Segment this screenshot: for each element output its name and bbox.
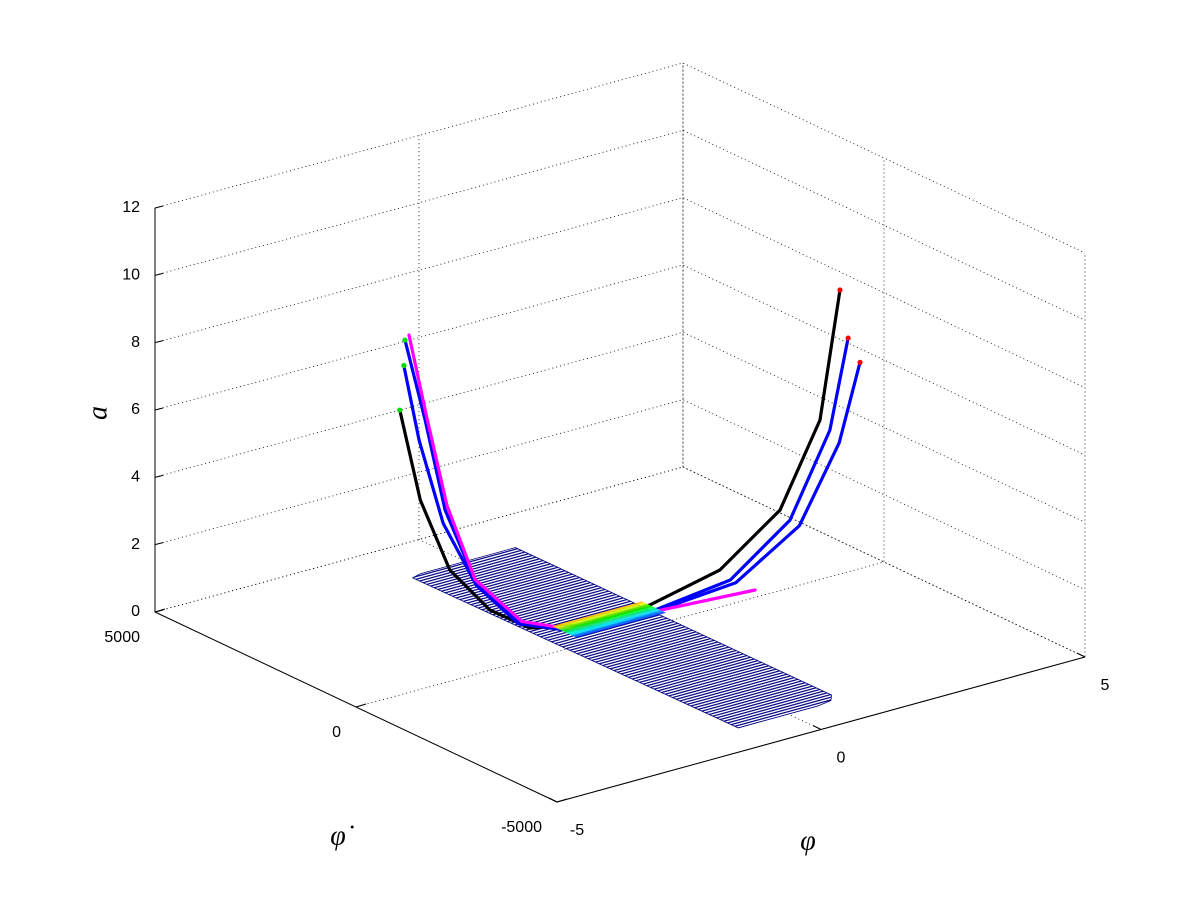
z-axis-label: a [82,406,113,420]
band-stripe [553,601,644,628]
band-stripe [570,610,661,636]
band-stripe [559,604,650,630]
band-stripe [566,608,657,634]
z-tick-label: 4 [131,469,140,486]
x-tick-label: 5 [1101,677,1110,694]
z-tick-label: 2 [131,536,140,553]
band-stripe [555,602,646,628]
z-tick [154,474,164,478]
start-marker [402,337,408,343]
z-tick-label: 8 [131,334,140,351]
band-stripe [563,606,654,632]
x-tick [548,797,558,803]
end-marker [837,287,843,293]
band-stripe [573,611,664,637]
band-stripe [565,607,656,633]
x-tick-label: -5 [570,822,584,839]
x-tick [1076,652,1086,658]
z-tick [154,407,164,411]
start-marker [397,407,403,413]
y-tick-label: 0 [332,724,341,741]
band-stripe [564,607,655,633]
z-tick [154,272,164,276]
z-tick-label: 6 [131,401,140,418]
grid-line [154,129,1086,321]
band-stripe [552,601,643,627]
band-stripe [572,610,663,637]
grid-line [556,253,1086,803]
z-tick [154,205,164,209]
band-stripe [558,604,649,630]
z-tick [154,542,164,546]
grid-line [154,399,1086,591]
x-tick-label: 0 [837,750,846,767]
band-stripe [561,605,652,631]
x-axis-label: φ [800,825,816,856]
start-marker [401,362,407,369]
y-tick-label: 5000 [104,629,140,646]
band-stripe [575,612,666,638]
band-stripe [568,609,659,635]
x-tick [812,725,822,730]
grid-line [154,197,1086,389]
z-tick [154,340,164,344]
band-stripe [567,608,658,634]
grid-line [154,62,1086,254]
band-stripe [571,610,662,636]
band-stripe [557,603,648,629]
grid-line [154,264,1086,456]
y-tick [355,703,367,708]
y-axis-label: φ̇ [330,820,353,851]
band-stripe [569,609,660,635]
z-tick-label: 10 [122,267,140,284]
grid-line [154,331,1086,523]
z-tick-label: 12 [122,199,140,216]
surface [411,547,833,729]
band-stripe [554,602,645,628]
grid-line [682,63,1086,658]
z-tick-label: 0 [131,603,140,620]
y-tick [556,798,568,803]
grid-line [154,63,684,613]
y-tick [154,608,166,613]
band-stripe [556,603,647,629]
end-marker [845,335,851,341]
end-marker [857,359,863,365]
grid-line [154,208,558,803]
grid-line [355,158,885,708]
band-stripe [562,606,653,632]
band-stripe [560,605,651,631]
y-tick-label: -5000 [501,819,542,836]
band-stripe [574,611,665,637]
